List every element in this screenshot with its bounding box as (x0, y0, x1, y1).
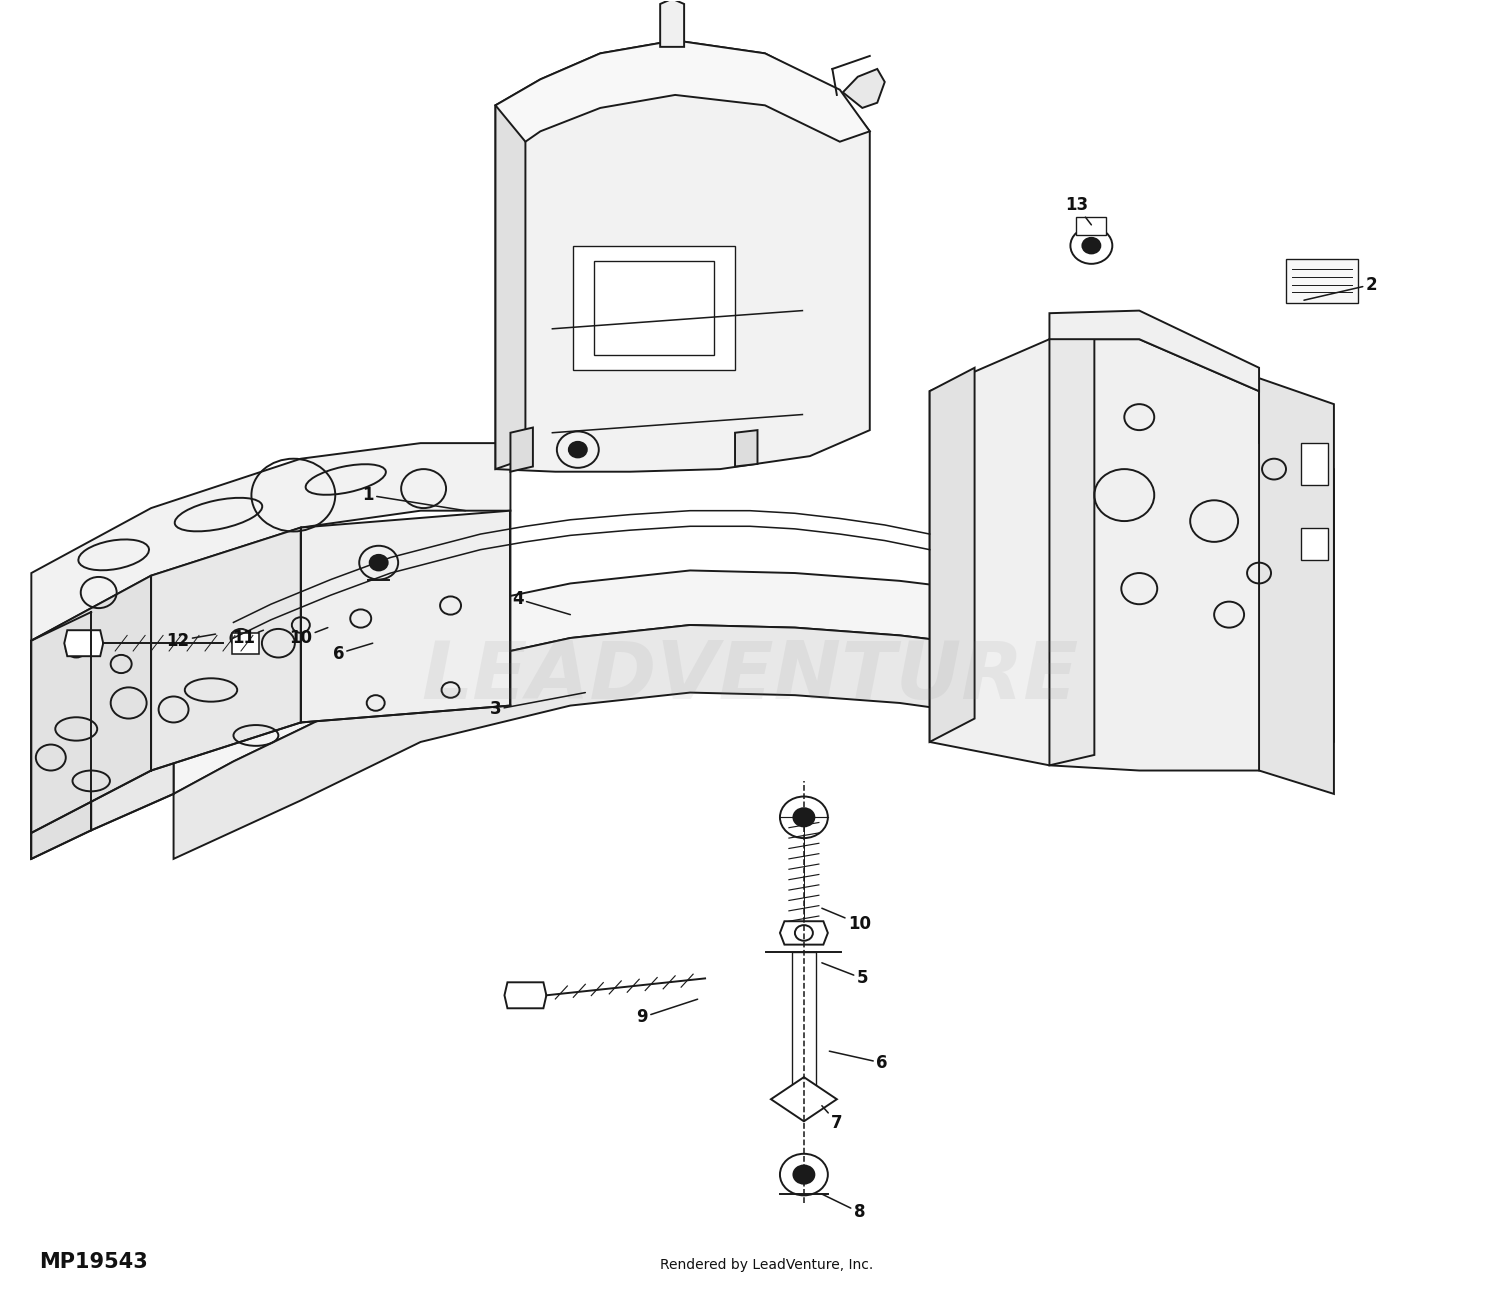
Text: LEADVENTURE: LEADVENTURE (422, 638, 1078, 716)
Text: MP19543: MP19543 (39, 1253, 147, 1272)
Text: 12: 12 (166, 631, 216, 650)
Polygon shape (843, 69, 885, 108)
Text: Rendered by LeadVenture, Inc.: Rendered by LeadVenture, Inc. (660, 1258, 873, 1272)
Polygon shape (64, 630, 104, 656)
Bar (1077, 217, 1107, 236)
Polygon shape (32, 612, 92, 859)
Bar (232, 633, 260, 654)
Text: 11: 11 (232, 629, 264, 647)
Polygon shape (152, 527, 302, 771)
Polygon shape (92, 575, 174, 831)
Polygon shape (504, 982, 546, 1008)
Bar (1286, 259, 1358, 303)
Circle shape (794, 809, 814, 827)
Text: 9: 9 (636, 999, 698, 1026)
Polygon shape (46, 664, 174, 794)
Circle shape (369, 555, 387, 570)
Polygon shape (930, 367, 975, 742)
Polygon shape (660, 0, 684, 47)
Polygon shape (32, 575, 152, 833)
Text: 5: 5 (822, 962, 868, 987)
Polygon shape (174, 570, 1318, 794)
Polygon shape (1258, 378, 1334, 794)
Circle shape (1083, 238, 1101, 254)
Polygon shape (302, 510, 510, 723)
Bar (594, 262, 714, 354)
Polygon shape (735, 430, 758, 466)
Circle shape (568, 441, 586, 457)
Polygon shape (495, 40, 870, 142)
Bar (1300, 527, 1328, 560)
Bar (1300, 443, 1328, 484)
Text: 6: 6 (830, 1051, 888, 1072)
Text: 10: 10 (290, 628, 328, 647)
Text: 4: 4 (512, 590, 570, 615)
Circle shape (794, 1165, 814, 1184)
Text: 7: 7 (822, 1105, 843, 1131)
Text: 6: 6 (333, 643, 372, 663)
Polygon shape (930, 340, 1334, 771)
Text: 2: 2 (1304, 276, 1377, 301)
Polygon shape (771, 1077, 837, 1121)
Polygon shape (1050, 324, 1095, 766)
Polygon shape (174, 625, 1318, 859)
Bar (792, 953, 816, 1108)
Polygon shape (32, 443, 510, 641)
Polygon shape (495, 95, 525, 469)
Bar (573, 246, 735, 370)
Polygon shape (510, 427, 532, 471)
Text: 3: 3 (489, 693, 585, 719)
Polygon shape (32, 575, 174, 797)
Polygon shape (780, 922, 828, 945)
Polygon shape (1050, 311, 1258, 391)
Text: 1: 1 (363, 486, 465, 510)
Polygon shape (495, 40, 870, 471)
Text: 8: 8 (822, 1194, 866, 1221)
Text: 10: 10 (822, 909, 872, 932)
Text: 13: 13 (1065, 197, 1092, 225)
